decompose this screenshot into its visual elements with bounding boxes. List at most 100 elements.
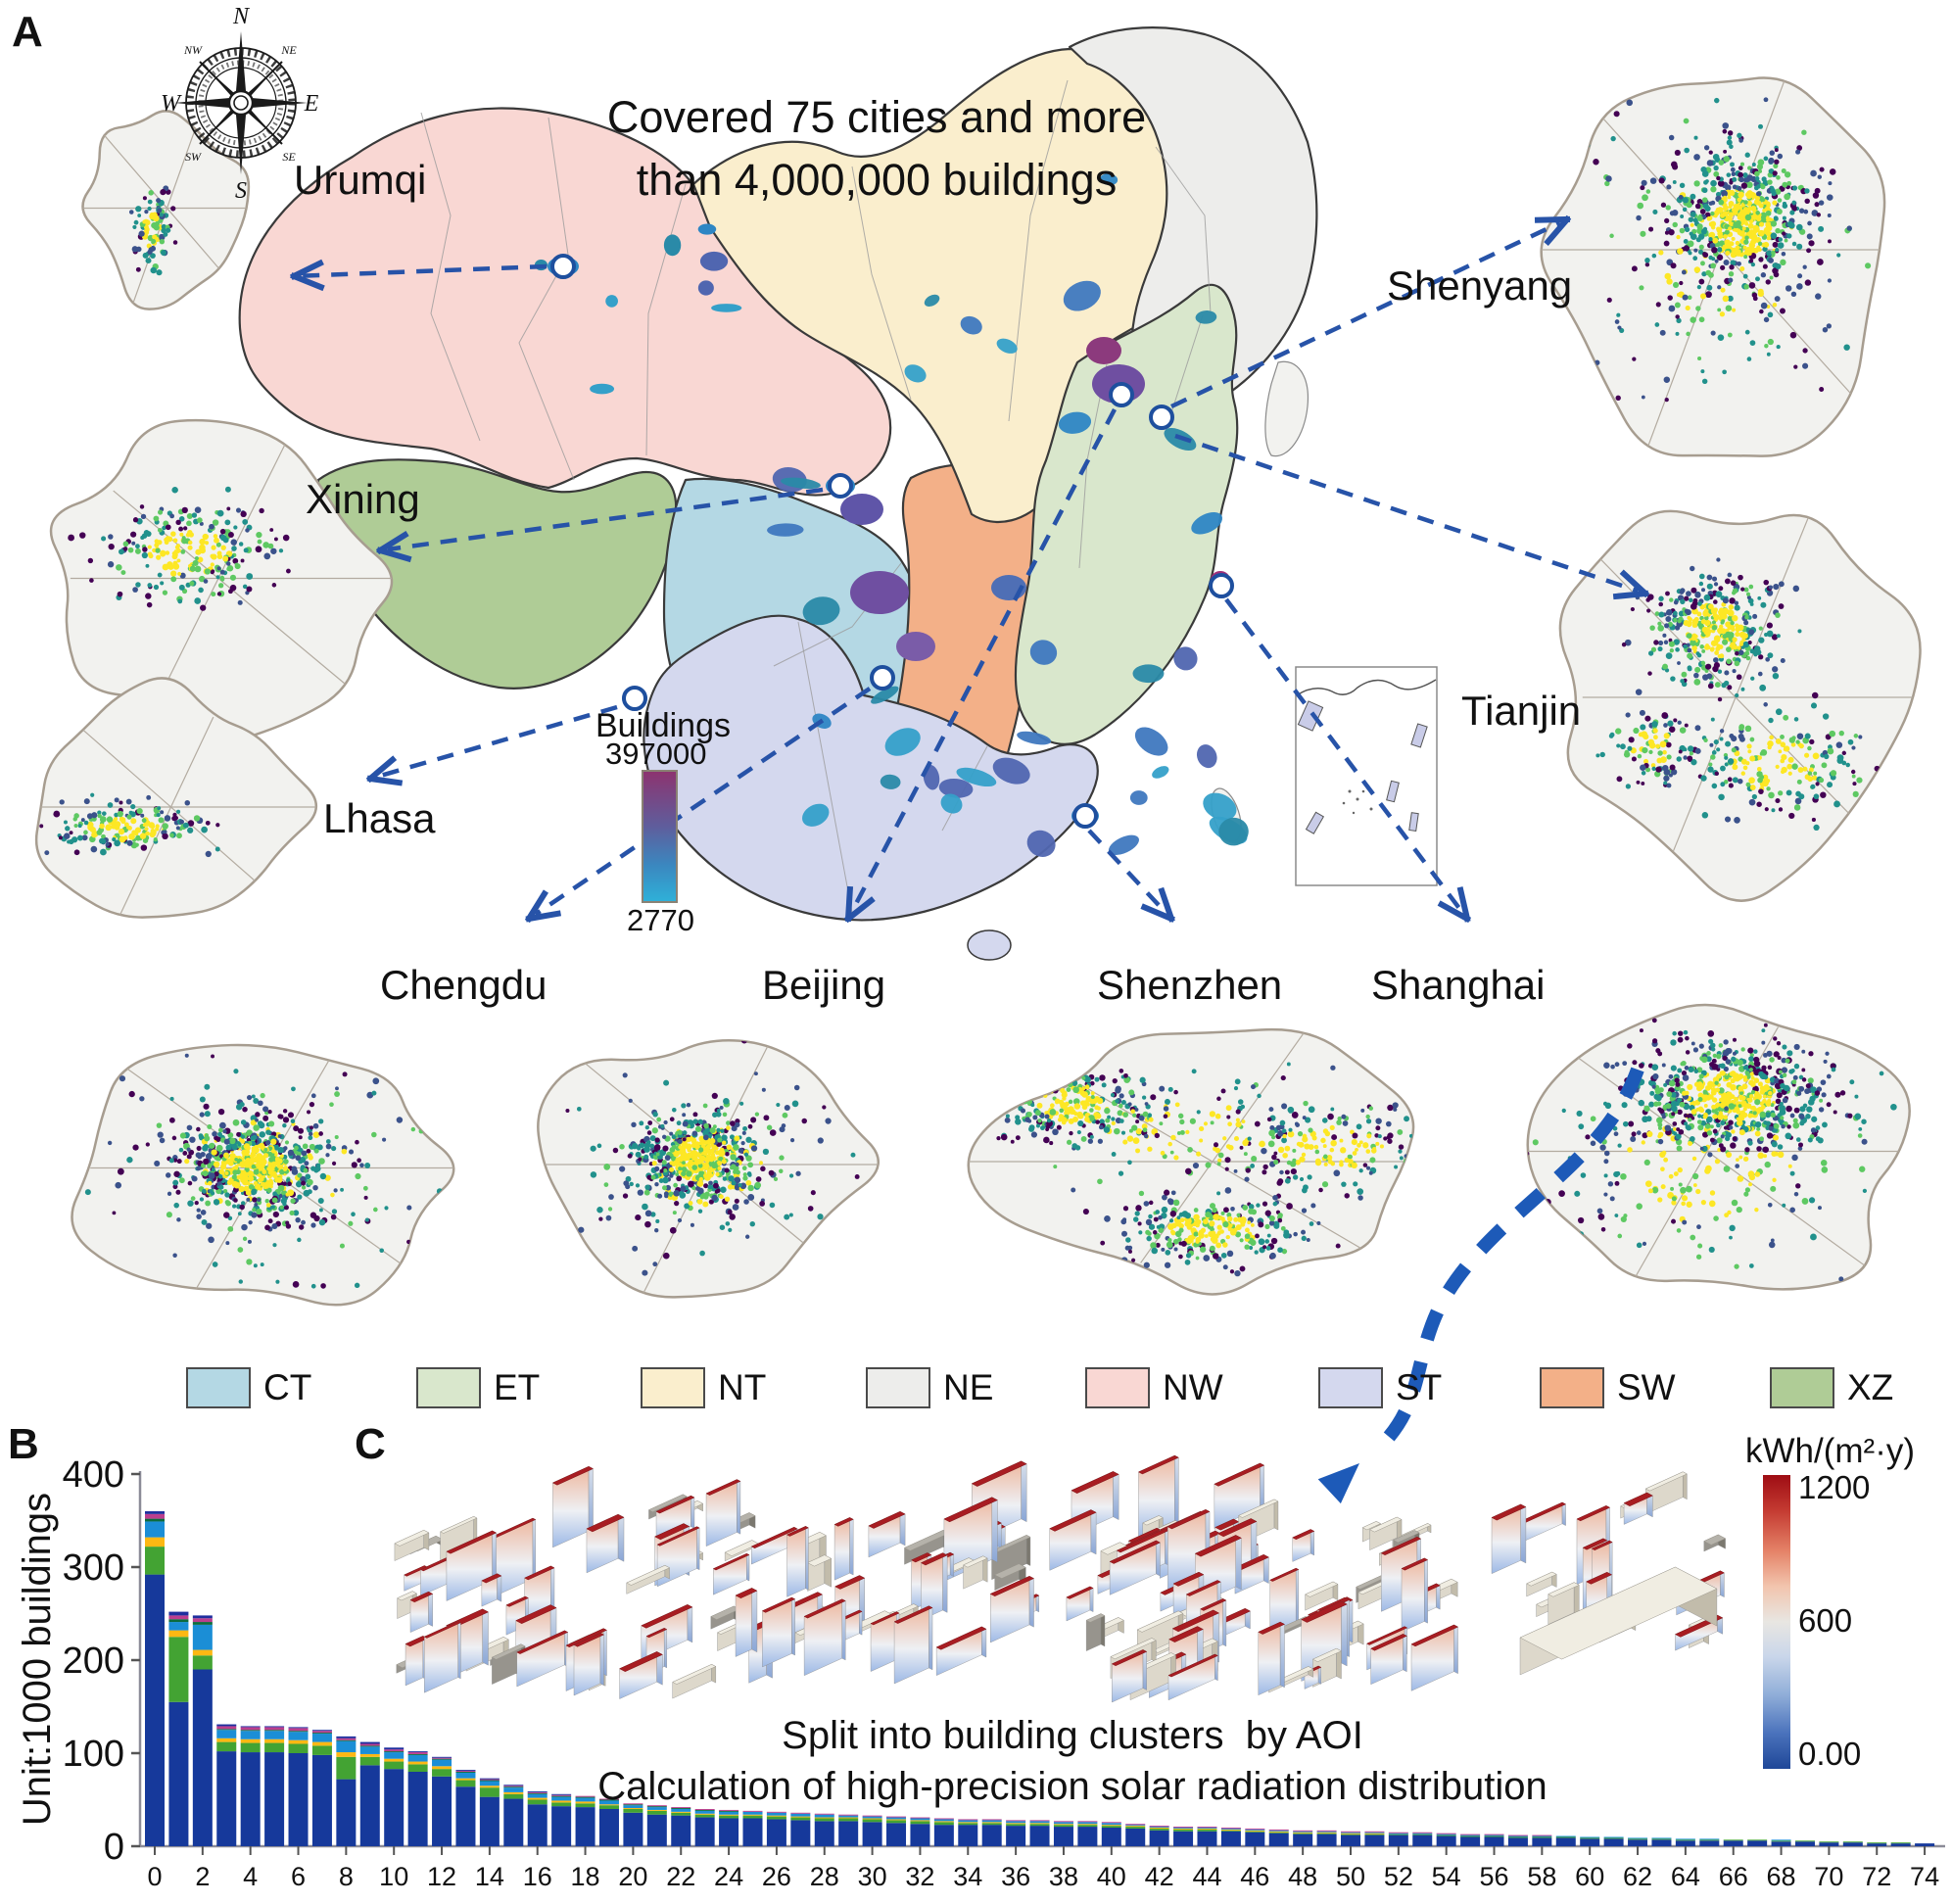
city-inset-xining xyxy=(49,418,394,740)
bar-41 xyxy=(1125,1824,1146,1846)
radiation-colorbar-min: 0.00 xyxy=(1798,1736,1862,1772)
bar-10 xyxy=(384,1747,405,1846)
bar-39 xyxy=(1077,1821,1098,1846)
y-tick-label: 200 xyxy=(63,1641,124,1682)
bar-27 xyxy=(790,1812,811,1846)
buildings-colorbar-max: 397000 xyxy=(605,737,707,771)
bar-0 xyxy=(145,1511,165,1846)
building-cluster-2 xyxy=(735,1460,1040,1685)
x-tick-label: 52 xyxy=(1384,1862,1413,1891)
inset-building-dots xyxy=(1527,1018,1901,1288)
map-city-marker xyxy=(1109,382,1134,407)
bar-47 xyxy=(1268,1829,1289,1846)
bar-6 xyxy=(288,1727,309,1846)
x-tick-label: 10 xyxy=(379,1862,408,1891)
bar-8 xyxy=(336,1736,357,1846)
inset-building-dots xyxy=(39,792,220,858)
legend-label-xz: XZ xyxy=(1847,1367,1894,1407)
bar-5 xyxy=(264,1726,285,1846)
building-cluster-3 xyxy=(1049,1454,1459,1703)
bar-3 xyxy=(216,1724,237,1846)
legend-label-nt: NT xyxy=(718,1367,767,1407)
legend-swatch-ne xyxy=(866,1367,930,1408)
city-label-xining: Xining xyxy=(306,476,420,522)
bar-28 xyxy=(814,1813,834,1846)
inset-building-dots xyxy=(565,1040,860,1276)
x-tick-label: 48 xyxy=(1288,1862,1317,1891)
bar-26 xyxy=(766,1811,786,1846)
legend-item-et: ET xyxy=(416,1367,540,1408)
bar-25 xyxy=(742,1810,763,1846)
x-tick-label: 4 xyxy=(243,1862,258,1891)
city-label-lhasa: Lhasa xyxy=(323,795,436,841)
x-tick-label: 40 xyxy=(1097,1862,1126,1891)
bar-37 xyxy=(1029,1820,1050,1846)
inset-boundary xyxy=(1558,509,1922,902)
legend-item-st: ST xyxy=(1318,1367,1442,1408)
x-tick-label: 24 xyxy=(714,1862,743,1891)
bar-48 xyxy=(1293,1830,1313,1846)
x-tick-label: 0 xyxy=(147,1862,162,1891)
legend-label-ct: CT xyxy=(263,1367,312,1407)
bar-59 xyxy=(1555,1835,1576,1846)
bar-40 xyxy=(1101,1822,1121,1846)
bar-36 xyxy=(1006,1820,1026,1846)
bar-45 xyxy=(1220,1828,1241,1846)
city-label-shanghai: Shanghai xyxy=(1371,962,1546,1008)
building-cluster-1 xyxy=(394,1465,774,1699)
x-tick-label: 58 xyxy=(1527,1862,1556,1891)
bar-9 xyxy=(359,1741,380,1846)
x-tick-label: 56 xyxy=(1479,1862,1508,1891)
x-tick-label: 16 xyxy=(523,1862,552,1891)
bar-44 xyxy=(1197,1827,1217,1846)
legend-swatch-ct xyxy=(186,1367,251,1408)
bar-57 xyxy=(1507,1834,1528,1846)
x-tick-label: 64 xyxy=(1671,1862,1700,1891)
city-inset-lhasa xyxy=(34,677,318,919)
bar-60 xyxy=(1580,1836,1600,1846)
city-inset-chengdu xyxy=(71,1043,455,1307)
bar-38 xyxy=(1053,1821,1073,1846)
y-tick-label: 0 xyxy=(104,1827,124,1868)
bar-17 xyxy=(551,1793,572,1846)
bar-70 xyxy=(1819,1841,1839,1846)
bar-62 xyxy=(1628,1837,1648,1846)
map-city-marker xyxy=(1149,405,1174,430)
legend-swatch-st xyxy=(1318,1367,1383,1408)
inset-building-dots xyxy=(68,486,291,611)
bar-16 xyxy=(527,1790,548,1846)
bar-72 xyxy=(1867,1842,1887,1846)
figure-title-line1: Covered 75 cities and more xyxy=(606,92,1147,142)
buildings-colorbar xyxy=(642,770,678,903)
bar-51 xyxy=(1364,1831,1385,1846)
inset-building-dots xyxy=(1595,557,1894,832)
inset-building-dots xyxy=(128,185,178,276)
radiation-colorbar-title: kWh/(m²·y) xyxy=(1745,1432,1916,1470)
map-city-marker xyxy=(550,254,576,279)
x-tick-label: 62 xyxy=(1623,1862,1652,1891)
legend-item-xz: XZ xyxy=(1770,1367,1893,1408)
legend-label-st: ST xyxy=(1396,1367,1443,1407)
city-label-tianjin: Tianjin xyxy=(1461,688,1582,734)
x-tick-label: 12 xyxy=(427,1862,456,1891)
bar-21 xyxy=(646,1805,667,1846)
legend-item-nt: NT xyxy=(641,1367,766,1408)
bar-64 xyxy=(1675,1838,1695,1846)
x-tick-label: 30 xyxy=(858,1862,887,1891)
bar-15 xyxy=(503,1785,524,1846)
city-inset-beijing xyxy=(537,1039,880,1299)
buildings-colorbar-min: 2770 xyxy=(627,903,694,937)
x-tick-label: 42 xyxy=(1145,1862,1174,1891)
bar-49 xyxy=(1316,1830,1337,1846)
legend-swatch-xz xyxy=(1770,1367,1834,1408)
bar-chart-y-axis-title: Unit:1000 buildings xyxy=(16,1492,59,1827)
panel-c-label: C xyxy=(355,1420,386,1468)
legend-item-ne: NE xyxy=(866,1367,993,1408)
x-tick-label: 74 xyxy=(1910,1862,1939,1891)
bar-32 xyxy=(910,1817,930,1846)
legend-label-sw: SW xyxy=(1617,1367,1676,1407)
bar-69 xyxy=(1794,1840,1815,1846)
